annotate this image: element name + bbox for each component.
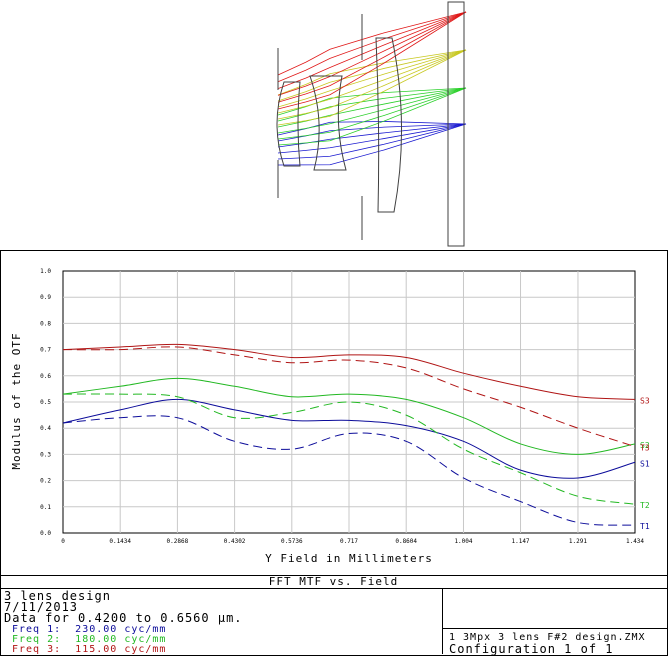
y-tick-label: 0.0 (40, 530, 51, 537)
ray-path (277, 87, 467, 122)
file-name: 1 3Mpx 3 lens F#2 design.ZMX (449, 632, 646, 643)
series-line-t1 (62, 415, 636, 526)
freq-2-label: Freq 2: 180.00 cyc/mm (12, 634, 167, 645)
x-tick-label: 0.5736 (281, 538, 303, 545)
ray-path (277, 11, 467, 83)
series-line-s2 (62, 377, 636, 455)
y-tick-label: 0.1 (40, 504, 51, 511)
mtf-plot-panel: 0 0.1434 0.2868 0.4302 0.5736 0.717 0.8604 1.00… (0, 250, 668, 656)
ray-path (277, 87, 467, 140)
freq-3-label: Freq 3: 115.00 cyc/mm (12, 644, 167, 655)
freq-1-label: Freq 1: 230.00 cyc/mm (12, 624, 167, 635)
y-tick-label: 0.3 (40, 451, 51, 458)
x-tick-label: 0.1434 (109, 538, 131, 545)
file-info: 1 3Mpx 3 lens F#2 design.ZMX Configurati… (442, 588, 668, 655)
series-end-labels: S1 T1 S2 T2 S3 T3 (640, 396, 650, 531)
design-info: 3 lens design 7/11/2013 Data for 0.4200 … (0, 588, 440, 655)
series-line-t2 (62, 393, 636, 505)
ray-path (277, 11, 467, 76)
series-label-s2: S2 (640, 441, 650, 450)
x-tick-label: 0.2868 (167, 538, 189, 545)
y-tick-label: 0.7 (40, 347, 51, 354)
chart-series (62, 343, 636, 526)
design-date: 7/11/2013 (4, 600, 79, 614)
x-tick-label: 0.8604 (395, 538, 417, 545)
ray-path (277, 11, 467, 89)
lens-1 (276, 81, 301, 167)
ray-path (277, 49, 467, 114)
series-label-s1: S1 (640, 459, 650, 468)
chart-grid (62, 270, 636, 534)
design-name: 3 lens design (4, 589, 111, 603)
x-tick-label: 1.004 (454, 538, 472, 545)
ray-path (277, 123, 467, 160)
x-tick-label: 1.147 (511, 538, 529, 545)
mtf-chart: 0 0.1434 0.2868 0.4302 0.5736 0.717 0.8604 1.00… (10, 268, 650, 565)
ray-path (277, 123, 467, 142)
ray-path (277, 121, 467, 136)
ray-path (277, 11, 467, 96)
ray-path (277, 87, 467, 116)
x-axis-label: Y Field in Millimeters (265, 552, 433, 565)
ray-path (277, 123, 467, 166)
lens-elements (276, 1, 465, 247)
ray-path (277, 123, 467, 154)
series-line-t3 (62, 346, 636, 448)
y-tick-label: 0.2 (40, 478, 51, 485)
chart-tick-labels: 0 0.1434 0.2868 0.4302 0.5736 0.717 0.8604 1.00… (40, 268, 644, 545)
series-line-s3 (62, 343, 636, 400)
series-label-t3: T3 (640, 444, 650, 453)
series-line-s1 (62, 398, 636, 479)
ray-path (277, 49, 467, 120)
ray-path (277, 87, 467, 134)
y-axis-label: Modulus of the OTF (10, 332, 23, 469)
ray-path (277, 11, 467, 110)
configuration-label: Configuration 1 of 1 (449, 642, 614, 656)
ray-path (277, 123, 467, 148)
chart-title: FFT MTF vs. Field (0, 575, 667, 589)
ray-path (277, 49, 467, 108)
x-tick-label: 0 (61, 538, 65, 545)
config-box: 1 3Mpx 3 lens F#2 design.ZMX Configurati… (443, 628, 668, 655)
lens-2 (309, 75, 347, 171)
lens-layout-diagram (276, 1, 467, 247)
y-tick-label: 0.5 (40, 399, 51, 406)
x-tick-label: 1.291 (569, 538, 587, 545)
series-label-s3: S3 (640, 396, 650, 405)
ray-path (277, 11, 467, 103)
ray-fans (277, 11, 467, 166)
series-label-t2: T2 (640, 501, 650, 510)
ray-path (277, 49, 467, 102)
y-tick-label: 0.9 (40, 294, 51, 301)
y-tick-label: 0.8 (40, 320, 51, 327)
y-tick-label: 0.6 (40, 373, 51, 380)
lens-3 (375, 37, 402, 213)
x-tick-label: 1.434 (626, 538, 644, 545)
x-tick-label: 0.717 (340, 538, 358, 545)
y-tick-label: 0.4 (40, 425, 51, 432)
ray-path (277, 49, 467, 126)
y-tick-label: 1.0 (40, 268, 51, 275)
ray-path (277, 87, 467, 146)
ray-path (277, 49, 467, 96)
x-tick-label: 0.4302 (224, 538, 246, 545)
series-label-t1: T1 (640, 522, 650, 531)
image-sensor (447, 1, 465, 247)
wavelength-range: Data for 0.4200 to 0.6560 μm. (4, 611, 243, 625)
ray-path (277, 87, 467, 128)
